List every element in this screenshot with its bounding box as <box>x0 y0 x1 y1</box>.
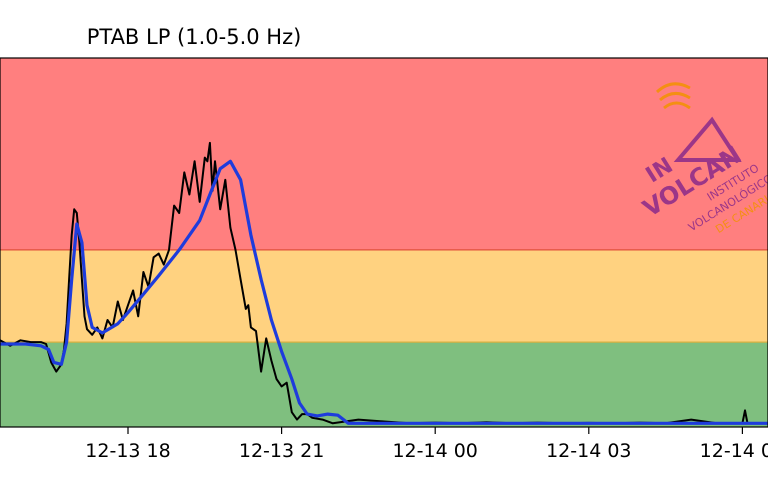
series-group <box>0 141 768 425</box>
band-green <box>0 342 768 427</box>
x-tick-label: 12-13 18 <box>85 440 170 462</box>
logo-signal-icon <box>655 82 691 110</box>
x-tick-label: 12-14 03 <box>546 440 631 462</box>
band-red <box>0 58 768 250</box>
band-yellow <box>0 249 768 343</box>
logo-mountain-icon <box>673 116 742 162</box>
x-tick-label: 12-14 00 <box>392 440 477 462</box>
plot-frame <box>0 57 768 428</box>
alert-bands <box>0 58 768 427</box>
series-line-smoothed <box>0 159 768 425</box>
chart-title: PTAB LP (1.0-5.0 Hz) <box>87 25 302 49</box>
x-tick-label: 12-13 21 <box>239 440 324 462</box>
x-tick-label: 12-14 06 <box>700 440 768 462</box>
x-ticks: 12-13 18 12-13 21 12-14 00 12-14 03 12-14 06 <box>85 427 768 462</box>
